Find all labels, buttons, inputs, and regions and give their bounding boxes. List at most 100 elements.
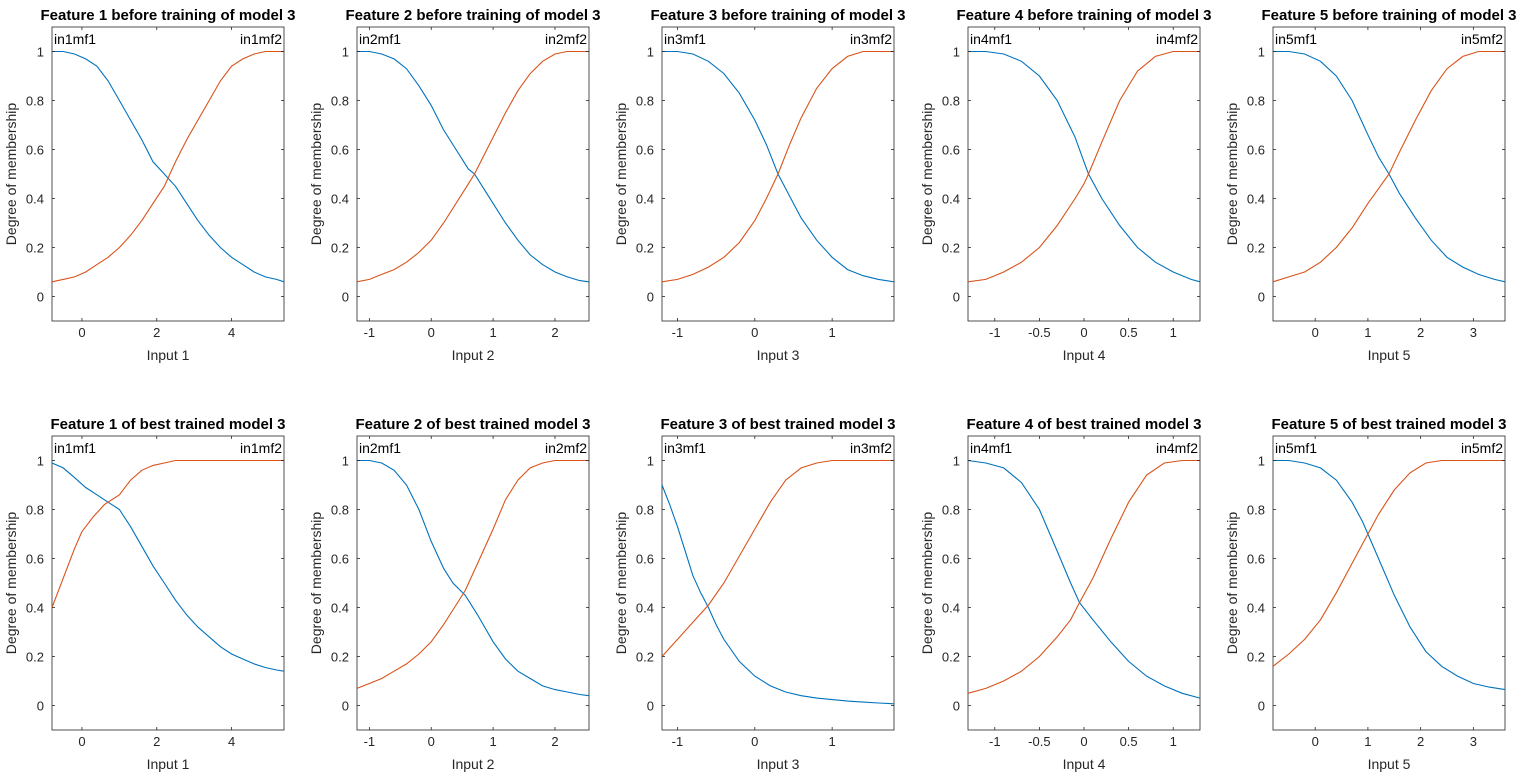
y-tick-label: 0.8 — [636, 503, 654, 518]
mf-label: in1mf1 — [54, 31, 96, 47]
y-tick-label: 1 — [647, 454, 654, 469]
y-tick-label: 0.2 — [942, 650, 960, 665]
y-tick-label: 1 — [1258, 454, 1265, 469]
mf-label: in5mf1 — [1275, 440, 1317, 456]
y-tick-label: 0.4 — [636, 192, 654, 207]
y-tick-label: 1 — [37, 45, 44, 60]
mf-label: in5mf2 — [1461, 440, 1503, 456]
y-axis-label: Degree of membership — [1224, 512, 1240, 655]
x-tick-label: 0 — [751, 325, 758, 340]
y-tick-label: 0.4 — [26, 601, 44, 616]
y-tick-label: 0.2 — [942, 241, 960, 256]
mf-label: in5mf2 — [1461, 31, 1503, 47]
x-tick-label: 0.5 — [1120, 325, 1138, 340]
x-tick-label: 4 — [228, 734, 235, 749]
x-tick-label: 0.5 — [1120, 734, 1138, 749]
y-axis-label: Degree of membership — [613, 103, 629, 246]
y-tick-label: 0.4 — [942, 192, 960, 207]
y-axis-label: Degree of membership — [308, 512, 324, 655]
panel-3: 0 0.2 0.4 0.6 0.8 1 -1 0 1 in3mf1 in3mf2 Feature 3 … — [613, 7, 906, 363]
mf-label: in4mf1 — [970, 31, 1012, 47]
mf-label: in4mf2 — [1156, 440, 1198, 456]
panel-9: 0 0.2 0.4 0.6 0.8 1 -1 -0.5 0 0.5 1 in4mf1 in4mf2 Fea… — [919, 416, 1202, 772]
x-tick-label: 0 — [78, 325, 85, 340]
x-tick-label: 1 — [829, 325, 836, 340]
x-tick-label: 0 — [428, 325, 435, 340]
x-tick-label: 0 — [1080, 325, 1087, 340]
y-tick-label: 0.4 — [636, 601, 654, 616]
series-line-in4mf2 — [967, 459, 1200, 694]
chart-title: Feature 3 before training of model 3 — [650, 7, 905, 24]
panel-6: 0 0.2 0.4 0.6 0.8 1 0 2 4 in1mf1 in1mf2 Feature 1 o… — [3, 416, 286, 772]
panel-1: 0 0.2 0.4 0.6 0.8 1 0 2 4 in1mf1 in1mf2 Feature 1 b… — [3, 7, 296, 363]
y-tick-label: 0.6 — [1247, 143, 1265, 158]
panel-2: 0 0.2 0.4 0.6 0.8 1 -1 0 1 2 in2mf1 in2mf2 Feature 2… — [308, 7, 601, 363]
mf-label: in2mf2 — [545, 440, 587, 456]
y-tick-label: 1 — [953, 454, 960, 469]
y-tick-label: 0 — [342, 290, 349, 305]
x-axis-label: Input 5 — [1368, 756, 1411, 772]
y-tick-label: 1 — [342, 454, 349, 469]
y-tick-label: 0.4 — [942, 601, 960, 616]
y-tick-label: 0.6 — [636, 143, 654, 158]
y-tick-label: 0 — [1258, 290, 1265, 305]
x-tick-label: 0 — [428, 734, 435, 749]
y-axis-label: Degree of membership — [919, 512, 935, 655]
x-tick-label: 1 — [1170, 325, 1177, 340]
mf-label: in3mf2 — [850, 440, 892, 456]
series-line-in4mf2 — [967, 50, 1200, 283]
series-line-in3mf2 — [661, 50, 894, 283]
y-tick-label: 0.2 — [331, 650, 349, 665]
y-tick-label: 0.4 — [1247, 192, 1265, 207]
chart-title: Feature 5 of best trained model 3 — [1271, 416, 1506, 433]
x-tick-label: -1 — [989, 325, 1001, 340]
panel-8: 0 0.2 0.4 0.6 0.8 1 -1 0 1 in3mf1 in3mf2 Feature 3 … — [613, 416, 896, 772]
y-tick-label: 0.4 — [331, 601, 349, 616]
y-axis-label: Degree of membership — [919, 103, 935, 246]
mf-label: in2mf2 — [545, 31, 587, 47]
y-tick-label: 0.8 — [331, 94, 349, 109]
series-line-in2mf2 — [356, 459, 589, 689]
x-tick-label: -1 — [672, 734, 684, 749]
y-tick-label: 0 — [37, 699, 44, 714]
y-tick-label: 1 — [647, 45, 654, 60]
x-axis-label: Input 1 — [147, 347, 190, 363]
x-tick-label: 0 — [751, 734, 758, 749]
y-tick-label: 0.6 — [26, 143, 44, 158]
x-tick-label: 2 — [153, 325, 160, 340]
x-tick-label: 2 — [1417, 325, 1424, 340]
y-tick-label: 0.8 — [331, 503, 349, 518]
x-tick-label: 2 — [1417, 734, 1424, 749]
x-axis-label: Input 2 — [452, 347, 495, 363]
series-line-in5mf2 — [1272, 459, 1505, 667]
y-tick-label: 0.2 — [1247, 650, 1265, 665]
y-tick-label: 0.2 — [1247, 241, 1265, 256]
series-line-in1mf1 — [52, 50, 285, 283]
y-tick-label: 0.4 — [26, 192, 44, 207]
series-line-in2mf2 — [356, 50, 589, 283]
x-axis-label: Input 4 — [1063, 347, 1106, 363]
x-tick-label: 0 — [1080, 734, 1087, 749]
series-line-in5mf1 — [1273, 459, 1506, 691]
y-tick-label: 1 — [953, 45, 960, 60]
y-tick-label: 0.8 — [1247, 503, 1265, 518]
axes-frame — [967, 26, 1201, 322]
y-tick-label: 1 — [1258, 45, 1265, 60]
x-axis-label: Input 4 — [1063, 756, 1106, 772]
chart-title: Feature 1 of best trained model 3 — [50, 416, 285, 433]
axes-frame — [661, 435, 895, 731]
x-tick-label: 3 — [1470, 325, 1477, 340]
y-axis-label: Degree of membership — [308, 103, 324, 246]
chart-title: Feature 3 of best trained model 3 — [660, 416, 895, 433]
series-line-in5mf2 — [1272, 50, 1505, 283]
series-line-in1mf2 — [51, 459, 284, 608]
y-tick-label: 0.8 — [26, 94, 44, 109]
x-axis-label: Input 3 — [757, 347, 800, 363]
mf-label: in5mf1 — [1275, 31, 1317, 47]
y-tick-label: 1 — [342, 45, 349, 60]
x-axis-label: Input 5 — [1368, 347, 1411, 363]
mf-label: in2mf1 — [359, 31, 401, 47]
y-tick-label: 0.8 — [942, 503, 960, 518]
x-tick-label: 1 — [1170, 734, 1177, 749]
mf-label: in3mf1 — [664, 31, 706, 47]
